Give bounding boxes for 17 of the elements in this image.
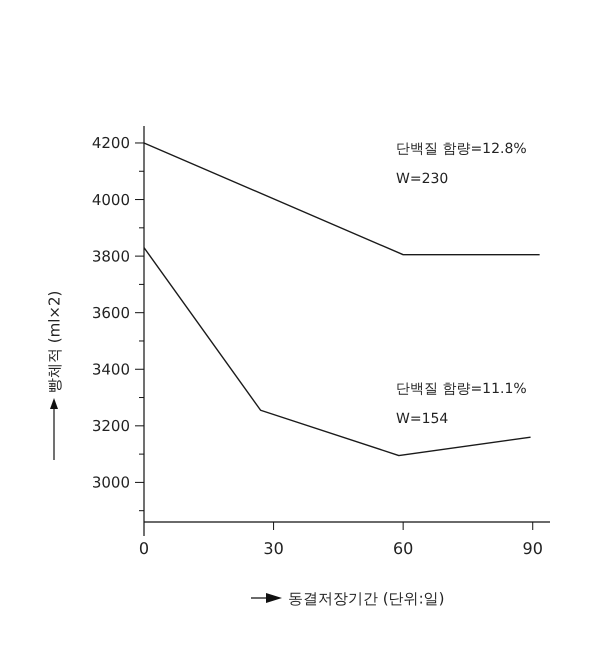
annotation: W=154: [396, 410, 448, 427]
y-tick-label: 3600: [92, 304, 130, 322]
annotation: 단백질 함량=12.8%: [396, 140, 527, 157]
x-tick-label: 30: [263, 539, 284, 558]
y-axis-title: 빵체적 (ml×2): [45, 290, 64, 393]
x-tick-label: 60: [392, 539, 414, 558]
x-tick-label: 0: [138, 539, 150, 558]
y-tick-label: 3800: [92, 247, 130, 266]
y-tick-label: 3000: [92, 474, 130, 492]
y-tick-label: 4200: [92, 134, 130, 152]
x-tick-label: 90: [522, 539, 543, 558]
y-tick-label: 4000: [92, 190, 130, 209]
annotation: 단백질 함량=11.1%: [396, 380, 527, 397]
y-tick-label: 3200: [92, 417, 130, 436]
annotation: W=230: [396, 170, 448, 187]
y-tick-label: 3400: [92, 360, 130, 379]
x-axis-title: 동결저장기간 (단위:일): [288, 589, 445, 608]
